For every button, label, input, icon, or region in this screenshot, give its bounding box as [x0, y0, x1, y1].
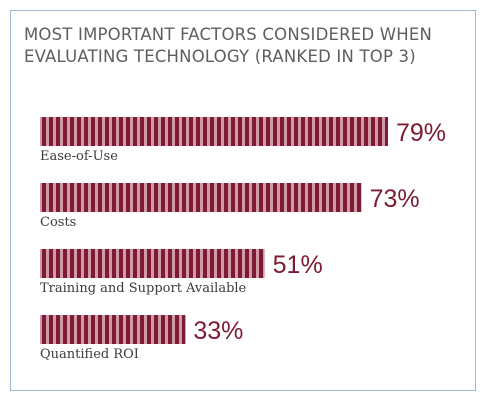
data-label: 51% [273, 251, 323, 279]
category-label: Ease-of-Use [40, 149, 118, 164]
data-label: 73% [370, 185, 420, 213]
bar-group: 73% Costs [40, 183, 420, 230]
data-label: 33% [193, 317, 243, 345]
category-label: Quantified ROI [40, 347, 139, 362]
bar [40, 315, 186, 344]
bar [40, 183, 362, 212]
bar-group: 79% Ease-of-Use [40, 117, 446, 164]
data-label: 79% [396, 119, 446, 147]
category-label: Training and Support Available [40, 281, 247, 296]
bars-layer: 79% Ease-of-Use 73% Costs 51% Training and Su… [40, 117, 446, 362]
bar [40, 117, 388, 146]
bar [40, 249, 265, 278]
chart-title: MOST IMPORTANT FACTORS CONSIDERED WHEN E… [24, 25, 433, 66]
bar-group: 51% Training and Support Available [40, 249, 323, 296]
category-label: Costs [40, 215, 76, 230]
bar-group: 33% Quantified ROI [40, 315, 243, 362]
